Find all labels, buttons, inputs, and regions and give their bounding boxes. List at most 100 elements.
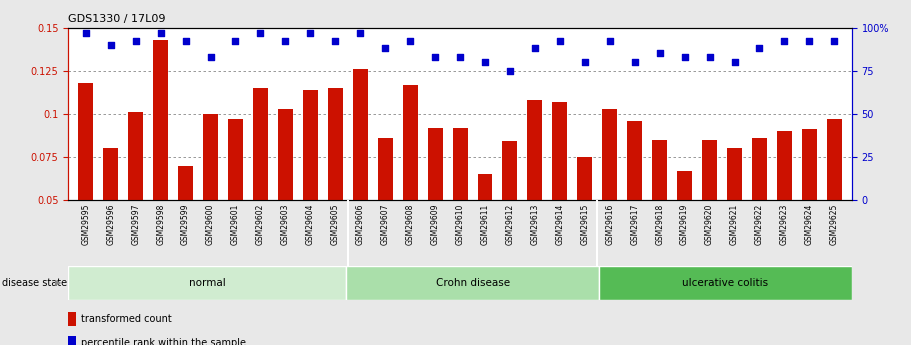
Text: disease state: disease state: [2, 278, 67, 288]
Text: GSM29622: GSM29622: [755, 203, 764, 245]
Bar: [353, 69, 368, 200]
Point: [378, 46, 393, 51]
Text: percentile rank within the sample: percentile rank within the sample: [81, 338, 246, 345]
Text: GSM29600: GSM29600: [206, 203, 215, 245]
Point: [303, 30, 318, 36]
Bar: [677, 171, 692, 200]
Bar: [702, 140, 717, 200]
Text: GSM29604: GSM29604: [306, 203, 315, 245]
Point: [602, 39, 617, 44]
Bar: [453, 128, 467, 200]
Text: GSM29613: GSM29613: [530, 203, 539, 245]
Bar: [68, 336, 77, 345]
Bar: [103, 148, 118, 200]
Bar: [68, 312, 77, 326]
Text: normal: normal: [189, 278, 226, 288]
Point: [503, 68, 517, 73]
Text: GSM29624: GSM29624: [804, 203, 814, 245]
Point: [477, 59, 492, 65]
Point: [702, 54, 717, 60]
Text: GSM29595: GSM29595: [81, 203, 90, 245]
Bar: [827, 119, 842, 200]
Bar: [652, 140, 667, 200]
Point: [353, 30, 367, 36]
Text: GSM29609: GSM29609: [431, 203, 440, 245]
Bar: [78, 83, 93, 200]
Bar: [777, 131, 792, 200]
Point: [179, 39, 193, 44]
Bar: [578, 157, 592, 200]
Text: GSM29625: GSM29625: [830, 203, 839, 245]
Text: GSM29603: GSM29603: [281, 203, 290, 245]
Point: [104, 42, 118, 48]
Bar: [727, 148, 742, 200]
Point: [328, 39, 343, 44]
Text: ▶: ▶: [55, 278, 61, 287]
Point: [453, 54, 467, 60]
Bar: [203, 114, 218, 200]
Bar: [599, 266, 852, 300]
Text: GSM29616: GSM29616: [605, 203, 614, 245]
Text: GSM29623: GSM29623: [780, 203, 789, 245]
Text: Crohn disease: Crohn disease: [435, 278, 510, 288]
Bar: [328, 88, 343, 200]
Point: [652, 51, 667, 56]
Bar: [503, 141, 517, 200]
Bar: [378, 138, 393, 200]
Text: GSM29601: GSM29601: [231, 203, 240, 245]
Text: GSM29599: GSM29599: [181, 203, 190, 245]
Text: GSM29602: GSM29602: [256, 203, 265, 245]
Bar: [427, 128, 443, 200]
Bar: [68, 266, 346, 300]
Point: [229, 39, 243, 44]
Text: GSM29617: GSM29617: [630, 203, 640, 245]
Point: [677, 54, 691, 60]
Point: [527, 46, 542, 51]
Bar: [302, 90, 318, 200]
Text: GSM29618: GSM29618: [655, 203, 664, 245]
Point: [553, 39, 568, 44]
Text: GSM29615: GSM29615: [580, 203, 589, 245]
Bar: [128, 112, 143, 200]
Text: GSM29608: GSM29608: [405, 203, 415, 245]
Text: ulcerative colitis: ulcerative colitis: [682, 278, 769, 288]
Bar: [153, 40, 169, 200]
Bar: [752, 138, 767, 200]
Text: GSM29607: GSM29607: [381, 203, 390, 245]
Point: [727, 59, 742, 65]
Text: GSM29611: GSM29611: [480, 203, 489, 245]
Point: [827, 39, 842, 44]
Text: GSM29606: GSM29606: [356, 203, 364, 245]
Bar: [228, 119, 243, 200]
Point: [78, 30, 93, 36]
Bar: [628, 121, 642, 200]
Point: [153, 30, 168, 36]
Point: [403, 39, 417, 44]
Bar: [403, 85, 417, 200]
Bar: [802, 129, 817, 200]
Bar: [602, 109, 618, 200]
Text: GSM29605: GSM29605: [331, 203, 340, 245]
Text: GSM29598: GSM29598: [156, 203, 165, 245]
Bar: [552, 102, 568, 200]
Point: [578, 59, 592, 65]
Text: transformed count: transformed count: [81, 314, 171, 324]
Point: [752, 46, 767, 51]
Text: GSM29596: GSM29596: [107, 203, 116, 245]
Text: GSM29612: GSM29612: [506, 203, 515, 245]
Bar: [179, 166, 193, 200]
Text: GSM29597: GSM29597: [131, 203, 140, 245]
Text: GSM29614: GSM29614: [556, 203, 564, 245]
Point: [203, 54, 218, 60]
Bar: [346, 266, 599, 300]
Point: [777, 39, 792, 44]
Text: GDS1330 / 17L09: GDS1330 / 17L09: [68, 14, 166, 24]
Text: GSM29610: GSM29610: [456, 203, 465, 245]
Text: GSM29619: GSM29619: [681, 203, 689, 245]
Bar: [477, 174, 493, 200]
Point: [628, 59, 642, 65]
Bar: [527, 100, 542, 200]
Bar: [253, 88, 268, 200]
Point: [428, 54, 443, 60]
Text: GSM29621: GSM29621: [730, 203, 739, 245]
